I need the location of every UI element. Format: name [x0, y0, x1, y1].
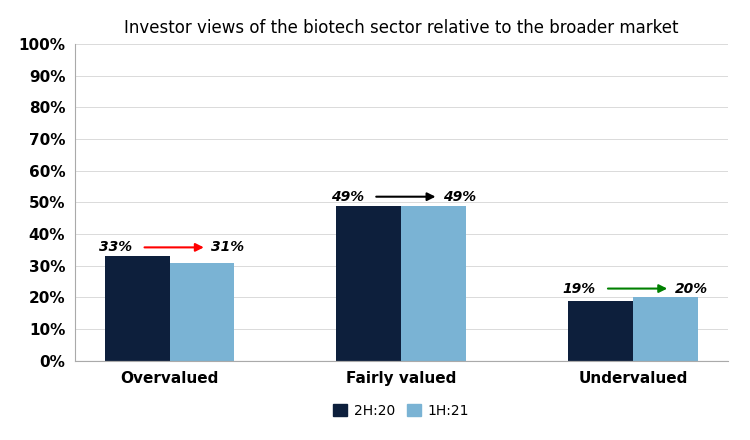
- Bar: [105, 256, 170, 361]
- Bar: [401, 205, 466, 361]
- Text: 20%: 20%: [675, 282, 708, 296]
- Text: 33%: 33%: [99, 240, 133, 254]
- Bar: [633, 297, 698, 361]
- Text: 19%: 19%: [562, 282, 596, 296]
- Bar: [336, 205, 401, 361]
- Bar: [170, 263, 235, 361]
- Text: 31%: 31%: [211, 240, 244, 254]
- Text: 49%: 49%: [443, 190, 476, 204]
- Legend: 2H:20, 1H:21: 2H:20, 1H:21: [328, 399, 475, 424]
- Text: 49%: 49%: [331, 190, 364, 204]
- Title: Investor views of the biotech sector relative to the broader market: Investor views of the biotech sector rel…: [124, 19, 679, 37]
- Bar: [568, 301, 633, 361]
